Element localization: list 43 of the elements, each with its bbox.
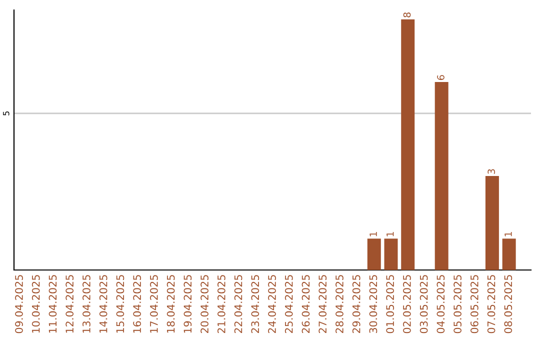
x-tick-label: 11.04.2025 [48,275,57,333]
bar [485,176,499,270]
x-tick-label: 04.05.2025 [436,275,445,334]
data-label: 6 [437,75,444,80]
x-tick-label: 07.05.2025 [487,275,496,334]
x-tick-label: 01.05.2025 [386,275,394,334]
x-tick-label: 13.04.2025 [82,275,90,333]
x-tick-label: 30.04.2025 [369,275,378,334]
data-label: 1 [504,232,512,236]
x-tick-label: 26.04.2025 [302,275,310,334]
x-tick-label: 05.05.2025 [454,275,462,334]
data-label: 3 [488,169,496,174]
x-tick-label: 23.04.2025 [251,275,260,334]
data-label: 1 [386,232,394,236]
x-tick-label: 19.04.2025 [184,275,192,333]
x-tick-label: 22.04.2025 [234,275,242,334]
x-tick-label: 08.05.2025 [504,275,512,334]
x-tick-label: 10.04.2025 [32,275,40,333]
x-tick-label: 06.05.2025 [470,275,478,334]
bar [434,82,448,270]
x-tick-label: 18.04.2025 [166,275,175,333]
x-tick-label: 03.05.2025 [420,275,428,334]
x-tick-label: 21.04.2025 [217,275,226,334]
x-tick-label: 02.05.2025 [403,275,411,334]
bar [401,19,415,270]
x-tick-label: 16.04.2025 [133,275,141,333]
x-tick-label: 29.04.2025 [352,275,360,334]
data-label: 1 [370,232,377,236]
x-tick-label: 15.04.2025 [116,275,124,333]
x-tick-label: 28.04.2025 [336,275,344,334]
data-label: 8 [403,12,411,18]
bar [502,238,516,270]
x-tick-label: 20.04.2025 [200,275,208,334]
x-tick-label: 25.04.2025 [284,275,293,334]
x-tick-label: 14.04.2025 [99,275,108,333]
x-tick-label: 24.04.2025 [268,275,276,334]
x-tick-label: 27.04.2025 [318,275,327,334]
ref-line-label: 5 [3,111,10,116]
bar [384,238,398,270]
bar [367,238,381,270]
x-tick-label: 09.04.2025 [15,275,23,334]
x-tick-label: 12.04.2025 [66,275,74,333]
x-tick-label: 17.04.2025 [150,275,158,333]
